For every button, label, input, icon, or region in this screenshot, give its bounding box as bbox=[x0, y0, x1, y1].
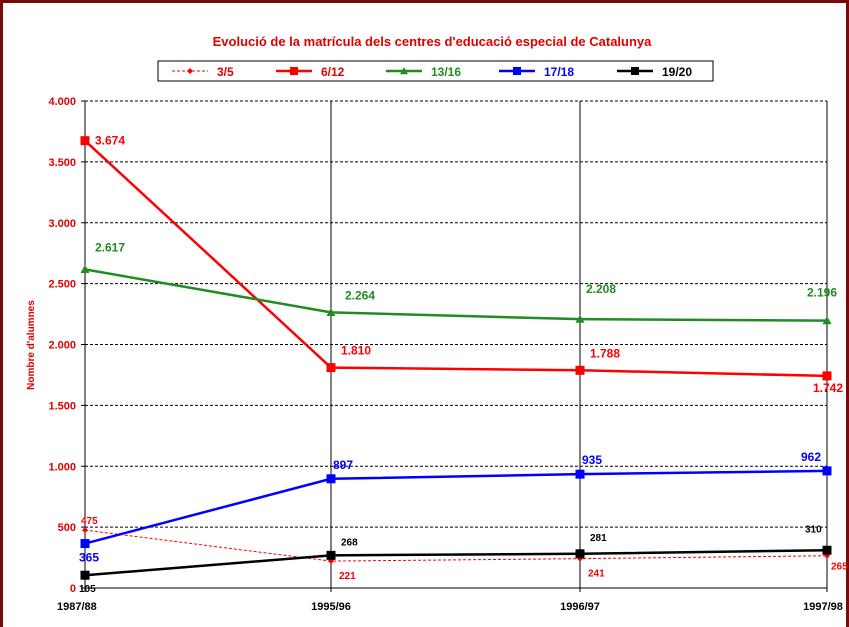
y-tick-label: 3.500 bbox=[48, 157, 76, 169]
data-label: 2.208 bbox=[586, 282, 616, 296]
series-line-17-18 bbox=[84, 469, 828, 545]
data-label: 268 bbox=[341, 537, 358, 548]
data-point bbox=[80, 136, 90, 146]
data-label: 2.196 bbox=[807, 286, 837, 300]
data-label: 1.742 bbox=[813, 381, 843, 395]
series-line-19-20 bbox=[84, 549, 828, 577]
series-line-3-5 bbox=[84, 529, 828, 562]
grid bbox=[85, 100, 827, 528]
data-label: 475 bbox=[81, 516, 98, 527]
data-point bbox=[80, 264, 90, 273]
data-point bbox=[326, 307, 336, 316]
data-point bbox=[575, 314, 585, 323]
y-tick-label: 1.500 bbox=[48, 400, 76, 412]
data-point bbox=[822, 371, 832, 381]
data-label: 310 bbox=[805, 524, 822, 535]
data-point bbox=[80, 539, 90, 549]
data-point bbox=[575, 365, 585, 375]
legend-marker bbox=[631, 67, 639, 75]
chart-title: Evolució de la matrícula dels centres d'… bbox=[213, 34, 653, 49]
y-tick-label: 500 bbox=[58, 522, 76, 534]
data-label: 2.617 bbox=[95, 240, 125, 254]
x-tick-label: 1997/98 bbox=[803, 601, 843, 613]
y-tick-label: 2.000 bbox=[48, 340, 76, 352]
series-layer bbox=[80, 136, 832, 580]
x-tick-label: 1996/97 bbox=[560, 601, 600, 613]
legend-marker bbox=[187, 68, 193, 74]
data-label: 265 bbox=[831, 562, 848, 573]
legend-label: 13/16 bbox=[431, 65, 461, 79]
data-label: 365 bbox=[79, 551, 99, 565]
data-label: 221 bbox=[339, 571, 356, 582]
data-point bbox=[822, 466, 832, 476]
x-tick-label: 1987/88 bbox=[57, 601, 97, 613]
y-axis-label: Nombre d'alumnes bbox=[26, 300, 37, 390]
legend-label: 3/5 bbox=[217, 65, 234, 79]
data-point bbox=[326, 363, 336, 373]
data-point bbox=[575, 469, 585, 479]
legend: 3/5 6/12 13/16 17/18 19/20 bbox=[172, 65, 692, 79]
series-line-13-16 bbox=[84, 268, 828, 322]
data-label: 897 bbox=[333, 458, 353, 472]
legend-label: 17/18 bbox=[544, 65, 574, 79]
y-tick-label: 3.000 bbox=[48, 218, 76, 230]
y-tick-label: 4.000 bbox=[48, 96, 76, 108]
axes: 0 500 1.000 1.500 2.000 2.500 3.000 3.500 4.000 1… bbox=[48, 96, 842, 613]
data-point bbox=[822, 545, 832, 555]
data-label: 3.674 bbox=[95, 134, 125, 148]
y-tick-label: 2.500 bbox=[48, 279, 76, 291]
data-point bbox=[575, 549, 585, 559]
legend-marker bbox=[290, 67, 298, 75]
data-label: 962 bbox=[801, 450, 821, 464]
data-label: 2.264 bbox=[345, 288, 375, 302]
data-label: 935 bbox=[582, 453, 602, 467]
data-point bbox=[80, 570, 90, 580]
legend-marker bbox=[400, 67, 408, 75]
data-point bbox=[326, 550, 336, 560]
legend-label: 19/20 bbox=[662, 65, 692, 79]
y-tick-label: 1.000 bbox=[48, 461, 76, 473]
data-point bbox=[82, 527, 88, 534]
data-point bbox=[326, 474, 336, 484]
legend-marker bbox=[513, 67, 521, 75]
y-tick-label: 0 bbox=[70, 583, 76, 595]
legend-label: 6/12 bbox=[321, 65, 345, 79]
data-label: 281 bbox=[590, 533, 607, 544]
legend-box bbox=[157, 60, 714, 82]
data-labels: 475 221 241 265 3.674 1.810 1.788 1.742 2.617 2.2… bbox=[79, 134, 848, 596]
data-label: 241 bbox=[588, 569, 605, 580]
data-point bbox=[822, 316, 832, 325]
data-label: 1.788 bbox=[590, 346, 620, 360]
data-label: 1.810 bbox=[341, 344, 371, 358]
series-line-6-12 bbox=[84, 139, 828, 378]
x-tick-label: 1995/96 bbox=[311, 601, 351, 613]
data-label: 105 bbox=[79, 584, 96, 595]
